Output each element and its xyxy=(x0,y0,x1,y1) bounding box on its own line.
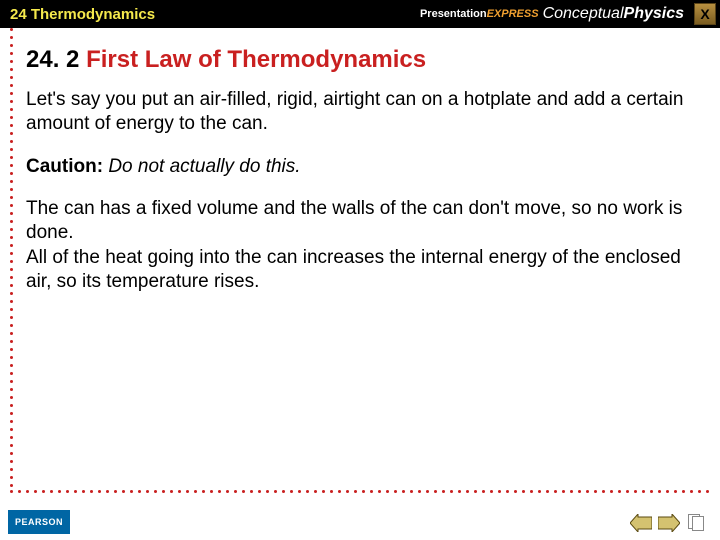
arrow-right-icon xyxy=(658,514,680,532)
chapter-label: 24 Thermodynamics xyxy=(0,6,155,23)
brand-express-post: EXPRESS xyxy=(487,8,539,20)
brand-express-pre: Presentation xyxy=(420,8,487,20)
header-bar: 24 Thermodynamics PresentationEXPRESS Co… xyxy=(0,0,720,28)
brand-express: PresentationEXPRESS xyxy=(420,8,539,20)
section-title: 24. 2 First Law of Thermodynamics xyxy=(26,46,694,74)
section-name: First Law of Thermodynamics xyxy=(86,46,426,73)
caution-text: Do not actually do this. xyxy=(103,156,301,177)
caution-label: Caution: xyxy=(26,156,103,177)
nav-arrows xyxy=(628,512,710,534)
arrow-left-icon xyxy=(630,514,652,532)
brand-phys: Physics xyxy=(624,5,684,22)
paragraph-1: Let's say you put an air-filled, rigid, … xyxy=(26,88,694,137)
prev-button[interactable] xyxy=(628,512,654,534)
paragraph-3b: All of the heat going into the can incre… xyxy=(26,247,681,292)
pearson-logo: PEARSON xyxy=(8,510,70,534)
content-area: 24. 2 First Law of Thermodynamics Let's … xyxy=(0,28,720,294)
header-right: PresentationEXPRESS ConceptualPhysics X xyxy=(420,0,720,28)
close-button[interactable]: X xyxy=(694,3,716,25)
paragraph-3a: The can has a fixed volume and the walls… xyxy=(26,198,682,243)
brand-concept: Conceptual xyxy=(543,5,624,22)
paragraph-caution: Caution: Do not actually do this. xyxy=(26,155,694,179)
body-text: Let's say you put an air-filled, rigid, … xyxy=(26,88,694,294)
brand-physics: ConceptualPhysics xyxy=(543,5,684,23)
close-icon: X xyxy=(700,6,709,22)
footer: PEARSON xyxy=(0,500,720,540)
pages-button[interactable] xyxy=(684,512,710,534)
paragraph-3: The can has a fixed volume and the walls… xyxy=(26,197,694,294)
pages-icon xyxy=(686,514,708,532)
section-number: 24. 2 xyxy=(26,46,79,73)
next-button[interactable] xyxy=(656,512,682,534)
dotted-border-bottom xyxy=(10,490,710,494)
